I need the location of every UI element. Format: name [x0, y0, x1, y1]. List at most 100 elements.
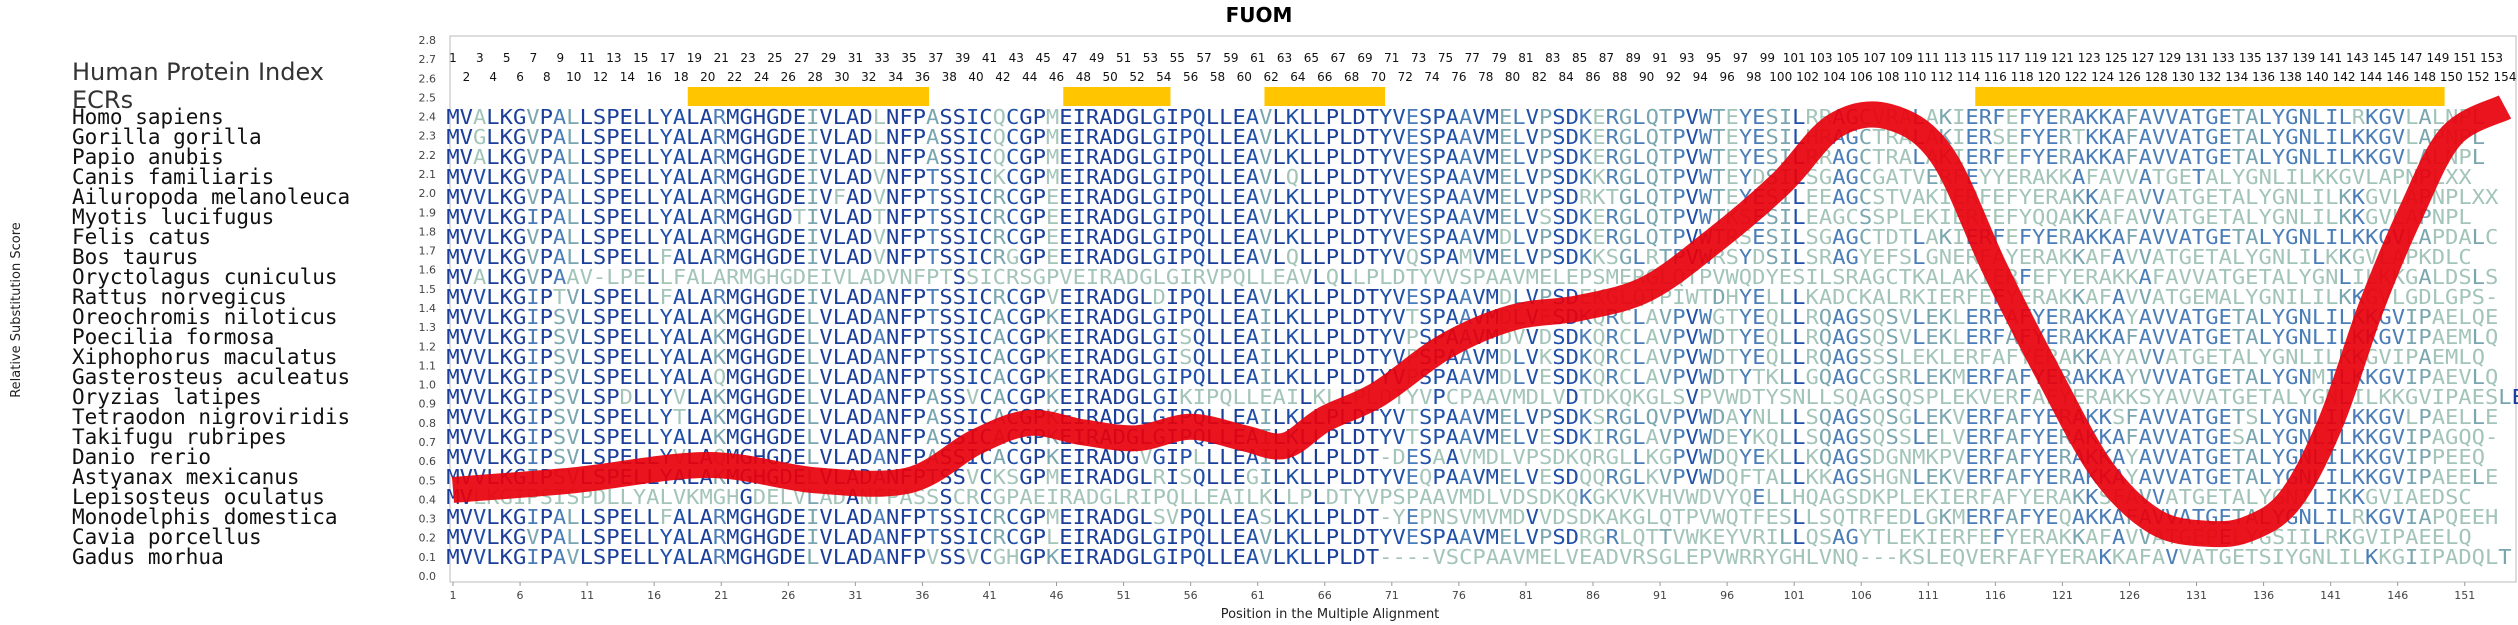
- top-tick-even: 68: [1344, 70, 1359, 84]
- sequence-row: MV VLKG IPAVLSPELL YA LA RMGHGDE LVLAD ANFP VSS V…: [446, 545, 2511, 569]
- y-tick-label: 2.6: [419, 72, 437, 85]
- species-label: Oryzias latipes: [72, 385, 262, 409]
- top-tick-even: 64: [1290, 70, 1305, 84]
- top-tick-odd: 31: [848, 51, 863, 65]
- top-tick-even: 38: [942, 70, 957, 84]
- y-tick-label: 0.0: [419, 570, 437, 583]
- top-tick-odd: 141: [2319, 51, 2342, 65]
- x-tick-label: 96: [1720, 589, 1734, 602]
- x-tick-label: 26: [781, 589, 795, 602]
- top-tick-even: 54: [1156, 70, 1171, 84]
- x-tick-label: 126: [2119, 589, 2140, 602]
- top-tick-even: 104: [1823, 70, 1846, 84]
- species-label: Danio rerio: [72, 445, 211, 469]
- top-tick-odd: 151: [2453, 51, 2476, 65]
- y-tick-label: 1.8: [419, 225, 437, 238]
- top-tick-odd: 99: [1760, 51, 1775, 65]
- x-tick-label: 146: [2387, 589, 2408, 602]
- top-tick-even: 74: [1424, 70, 1439, 84]
- top-tick-odd: 145: [2373, 51, 2396, 65]
- top-tick-even: 72: [1398, 70, 1413, 84]
- x-tick-label: 51: [1117, 589, 1131, 602]
- species-label: Takifugu rubripes: [72, 425, 287, 449]
- top-tick-odd: 93: [1679, 51, 1694, 65]
- x-tick-label: 46: [1050, 589, 1064, 602]
- top-tick-even: 2: [463, 70, 471, 84]
- top-tick-odd: 137: [2266, 51, 2289, 65]
- top-tick-odd: 17: [660, 51, 675, 65]
- top-tick-odd: 77: [1465, 51, 1480, 65]
- top-tick-odd: 59: [1223, 51, 1238, 65]
- plot-frame: [449, 35, 2517, 583]
- species-label: Poecilia formosa: [72, 325, 274, 349]
- top-tick-odd: 107: [1863, 51, 1886, 65]
- x-axis: 1 6 11 16 21 26 31 36 41 46 51 56 61 66 71 76 81 86 91 96 10…: [450, 582, 2475, 602]
- top-tick-even: 10: [566, 70, 581, 84]
- top-tick-odd: 115: [1970, 51, 1993, 65]
- top-tick-even: 152: [2467, 70, 2490, 84]
- top-tick-even: 148: [2413, 70, 2436, 84]
- top-tick-odd: 7: [530, 51, 538, 65]
- species-label: Rattus norvegicus: [72, 285, 287, 309]
- top-tick-even: 42: [995, 70, 1010, 84]
- y-tick-label: 2.8: [419, 34, 437, 47]
- species-label: Gadus morhua: [72, 545, 224, 569]
- y-tick-label: 1.5: [419, 283, 437, 296]
- top-tick-odd: 129: [2158, 51, 2181, 65]
- top-tick-odd: 95: [1706, 51, 1721, 65]
- species-label: Canis familiaris: [72, 165, 274, 189]
- top-tick-even: 154: [2494, 70, 2517, 84]
- top-tick-odd: 75: [1438, 51, 1453, 65]
- species-label: Myotis lucifugus: [72, 205, 274, 229]
- top-tick-odd: 89: [1626, 51, 1641, 65]
- top-tick-odd: 67: [1331, 51, 1346, 65]
- species-label: Monodelphis domestica: [72, 505, 338, 529]
- top-tick-even: 88: [1612, 70, 1627, 84]
- top-tick-even: 112: [1930, 70, 1953, 84]
- top-tick-even: 16: [647, 70, 662, 84]
- top-tick-odd: 39: [955, 51, 970, 65]
- x-axis-label: Position in the Multiple Alignment: [1221, 607, 1440, 622]
- top-tick-even: 14: [620, 70, 635, 84]
- top-tick-even: 140: [2306, 70, 2329, 84]
- species-label: Oryctolagus cuniculus: [72, 265, 338, 289]
- sequence-row: MV VLKG IPSV LSPELL YA LA KMGHGDE LVLAD ANFP TSS I…: [446, 325, 2498, 349]
- top-tick-even: 92: [1666, 70, 1681, 84]
- top-tick-odd: 73: [1411, 51, 1426, 65]
- top-tick-odd: 9: [556, 51, 564, 65]
- substitution-score-series: [451, 95, 2512, 548]
- top-tick-even: 128: [2145, 70, 2168, 84]
- top-tick-even: 30: [834, 70, 849, 84]
- top-tick-even: 114: [1957, 70, 1980, 84]
- top-tick-even: 20: [700, 70, 715, 84]
- top-tick-even: 4: [489, 70, 497, 84]
- species-label: Papio anubis: [72, 145, 224, 169]
- sequence-row: MV VLKG VPALLSPELL YA LA RMGHGDE IVLAD VNFP TSS I…: [446, 225, 2498, 249]
- y-tick-label: 1.9: [419, 206, 437, 219]
- sequence-row: MV VLKG IPSV LSPELL YA LA KMGHGDE LVLAD ANFP TSS I…: [446, 305, 2498, 329]
- top-tick-even: 80: [1505, 70, 1520, 84]
- top-tick-odd: 55: [1170, 51, 1185, 65]
- top-tick-even: 110: [1903, 70, 1926, 84]
- y-tick-label: 0.8: [419, 417, 437, 430]
- x-tick-label: 131: [2186, 589, 2207, 602]
- top-tick-odd: 85: [1572, 51, 1587, 65]
- top-tick-even: 130: [2172, 70, 2195, 84]
- top-tick-odd: 79: [1491, 51, 1506, 65]
- x-tick-label: 76: [1452, 589, 1466, 602]
- top-tick-even: 40: [968, 70, 983, 84]
- top-tick-odd: 11: [579, 51, 594, 65]
- chart-title: FUOM: [1226, 3, 1293, 27]
- top-tick-odd: 143: [2346, 51, 2369, 65]
- top-tick-odd: 83: [1545, 51, 1560, 65]
- x-tick-label: 86: [1586, 589, 1600, 602]
- sequence-row: MV VLKG VPALLSPELL YA LA RMGHGDE IVLAD VNFP TSS I…: [446, 165, 2471, 189]
- top-tick-odd: 149: [2426, 51, 2449, 65]
- top-tick-odd: 121: [2051, 51, 2074, 65]
- y-tick-label: 2.7: [419, 53, 437, 66]
- top-tick-even: 120: [2038, 70, 2061, 84]
- human-protein-index-label: Human Protein Index: [72, 58, 324, 86]
- top-tick-even: 58: [1210, 70, 1225, 84]
- top-tick-odd: 33: [875, 51, 890, 65]
